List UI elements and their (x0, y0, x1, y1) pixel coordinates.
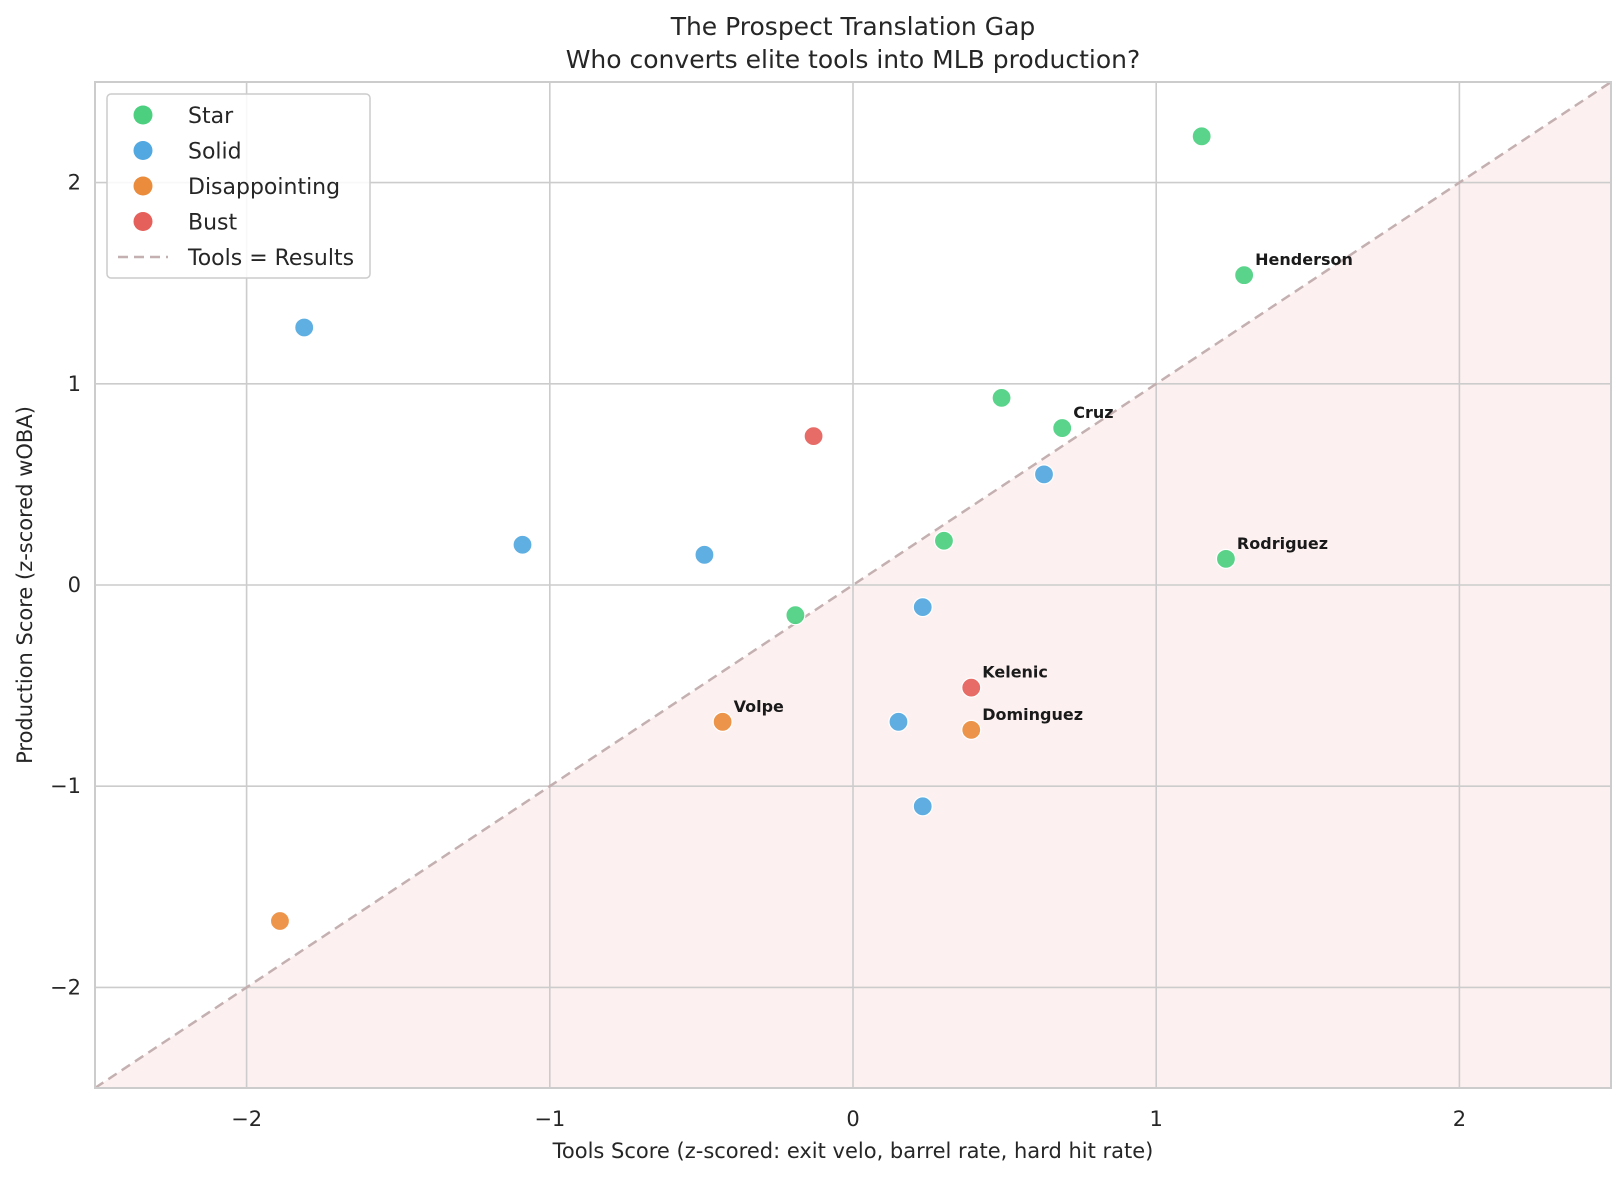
x-axis-ticks: −2 −1 0 1 2 (231, 1107, 1466, 1131)
data-point-star (1234, 265, 1255, 286)
legend-box (106, 93, 371, 279)
y-tick-label: −2 (50, 975, 81, 999)
legend-label-bust: Bust (188, 211, 237, 236)
annotation-label: Volpe (734, 697, 784, 716)
data-point-solid (912, 796, 933, 817)
x-tick-label: 2 (1453, 1107, 1466, 1131)
data-point-solid (1033, 464, 1055, 485)
y-tick-label: −1 (50, 774, 81, 798)
legend-marker-bust (133, 212, 153, 231)
y-tick-label: 2 (68, 171, 81, 195)
data-point-solid (912, 597, 933, 618)
legend-label-star: Star (188, 104, 234, 129)
annotation-label: Dominguez (982, 705, 1083, 724)
data-point-disappointing (269, 910, 291, 932)
legend: Star Solid Disappointing Bust Tools = Result… (106, 93, 371, 279)
x-tick-label: −1 (534, 1107, 565, 1131)
data-point-solid (294, 317, 315, 338)
data-point-star (933, 530, 955, 551)
data-point-bust (961, 677, 982, 698)
data-point-solid (512, 534, 533, 555)
data-point-star (785, 605, 806, 626)
point-annotations: Henderson Cruz Rodriguez Kelenic Dominguez Vo… (734, 250, 1353, 724)
y-tick-label: 1 (68, 372, 81, 396)
legend-label-solid: Solid (188, 140, 242, 165)
legend-marker-star (133, 105, 153, 125)
data-point-disappointing (961, 719, 982, 740)
data-points (269, 126, 1255, 932)
data-point-star (991, 387, 1012, 408)
chart-title: The Prospect Translation Gap (670, 12, 1036, 41)
annotation-label: Rodriguez (1237, 534, 1328, 553)
plot-frame (94, 81, 1612, 1089)
data-point-disappointing (712, 711, 733, 732)
x-axis-label: Tools Score (z-scored: exit velo, barrel… (552, 1139, 1154, 1163)
data-point-bust (803, 426, 824, 447)
y-tick-label: 0 (68, 573, 81, 597)
legend-marker-solid (133, 141, 153, 160)
annotation-label: Cruz (1073, 403, 1113, 422)
x-tick-label: −2 (231, 1107, 262, 1131)
x-tick-label: 0 (846, 1107, 859, 1131)
data-point-solid (888, 711, 909, 732)
y-axis-label: Production Score (z-scored wOBA) (13, 406, 37, 764)
data-point-solid (694, 544, 715, 565)
annotation-label: Kelenic (982, 663, 1048, 682)
chart-subtitle: Who converts elite tools into MLB produc… (566, 45, 1141, 74)
legend-marker-disappointing (133, 176, 153, 196)
legend-items: Star Solid Disappointing Bust Tools = Result… (118, 104, 354, 271)
x-tick-label: 1 (1150, 1107, 1163, 1131)
annotation-label: Henderson (1255, 250, 1353, 269)
data-point-star (1052, 417, 1073, 439)
legend-label-reference-line: Tools = Results (187, 246, 354, 271)
y-axis-ticks: −2 −1 0 1 2 (50, 171, 81, 1000)
legend-label-disappointing: Disappointing (188, 175, 340, 200)
data-point-star (1191, 126, 1212, 147)
data-point-star (1215, 548, 1237, 569)
